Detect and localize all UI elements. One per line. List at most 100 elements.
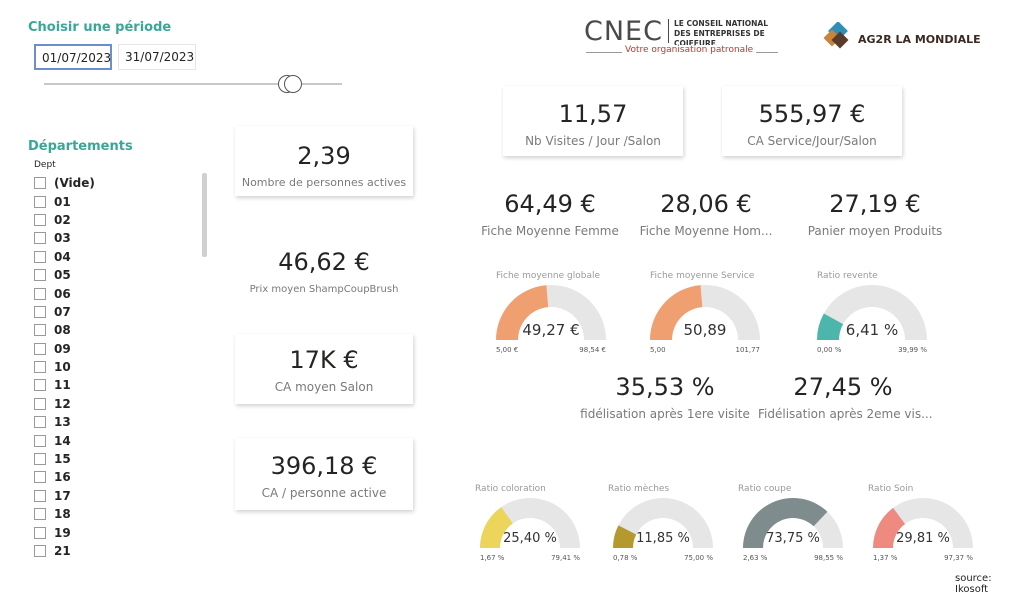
period-slider-handle-end[interactable]: [284, 75, 303, 93]
cnec-logo: CNEC LE CONSEIL NATIONAL DES ENTREPRISES…: [584, 16, 784, 60]
kpi-value: 64,49 €: [504, 190, 596, 218]
kpi-card-active-persons: 2,39 Nombre de personnes actives: [235, 126, 413, 196]
checkbox[interactable]: [34, 471, 46, 484]
dept-item[interactable]: 10: [34, 358, 95, 376]
period-title: Choisir une période: [28, 20, 172, 35]
gauge-track: [613, 498, 713, 548]
checkbox[interactable]: [34, 545, 46, 557]
dept-label: 06: [54, 286, 71, 301]
dept-item[interactable]: (Vide): [34, 174, 95, 192]
dept-item[interactable]: 09: [34, 340, 95, 358]
checkbox[interactable]: [34, 250, 46, 263]
checkbox[interactable]: [34, 305, 46, 318]
checkbox[interactable]: [34, 324, 46, 337]
checkbox[interactable]: [34, 195, 46, 208]
dept-item[interactable]: 15: [34, 450, 95, 468]
gauge-value: 25,40 %: [503, 531, 557, 546]
checkbox[interactable]: [34, 508, 46, 521]
checkbox[interactable]: [34, 489, 46, 502]
gauge-title: Ratio revente: [817, 271, 878, 281]
gauge-min: 5,00 €: [496, 346, 519, 354]
dept-item[interactable]: 06: [34, 284, 95, 302]
gauge-max: 39,99 %: [898, 346, 927, 354]
kpi-fiche-femme: 64,49 € Fiche Moyenne Femme: [480, 190, 620, 238]
gauge-svg: [873, 498, 973, 548]
kpi-label: Nombre de personnes actives: [241, 176, 407, 189]
checkbox[interactable]: [34, 342, 46, 355]
gauge-value: 50,89: [683, 321, 727, 339]
kpi-fidelisation-2: 27,45 % Fidélisation après 2eme vis...: [758, 373, 933, 421]
checkbox[interactable]: [34, 287, 46, 300]
checkbox[interactable]: [34, 416, 46, 429]
dept-scrollbar[interactable]: [202, 173, 207, 257]
dept-item[interactable]: 01: [34, 192, 95, 210]
dept-item[interactable]: 04: [34, 248, 95, 266]
end-date-input[interactable]: 31/07/2023: [118, 44, 196, 70]
gauge-track: [873, 498, 973, 548]
gauge-min: 5,00: [650, 346, 666, 354]
gauge-value: 11,85 %: [636, 531, 690, 546]
dept-item[interactable]: 12: [34, 395, 95, 413]
checkbox[interactable]: [34, 434, 46, 447]
dept-column-label: Dept: [34, 160, 56, 170]
checkbox[interactable]: [34, 526, 46, 539]
dept-item[interactable]: 17: [34, 487, 95, 505]
gauge-fill: [817, 313, 844, 340]
gauge-value: 49,27 €: [522, 321, 580, 339]
checkbox[interactable]: [34, 361, 46, 374]
checkbox[interactable]: [34, 232, 46, 245]
gauge: Ratio mèches 11,85 % 0,78 % 75,00 %: [608, 484, 716, 574]
dept-item[interactable]: 14: [34, 431, 95, 449]
cnec-logo-line2: DES ENTREPRISES DE COIFFURE: [674, 29, 765, 48]
dept-label: 18: [54, 507, 71, 522]
gauge-value: 6,41 %: [845, 321, 899, 339]
dept-label: 08: [54, 323, 71, 338]
checkbox[interactable]: [34, 177, 46, 190]
dept-item[interactable]: 02: [34, 211, 95, 229]
kpi-label: CA Service/Jour/Salon: [747, 134, 877, 148]
kpi-value: 555,97 €: [758, 100, 866, 128]
dept-item[interactable]: 11: [34, 376, 95, 394]
dept-label: 21: [54, 544, 71, 558]
kpi-price-shampcoupbrush: 46,62 € Prix moyen ShampCoupBrush: [235, 248, 413, 295]
gauge-fill: [650, 285, 703, 340]
kpi-label: CA / personne active: [261, 486, 387, 500]
dept-item[interactable]: 13: [34, 413, 95, 431]
dept-item[interactable]: 05: [34, 266, 95, 284]
gauge-min: 2,63 %: [743, 554, 768, 562]
dept-item[interactable]: 03: [34, 229, 95, 247]
gauge-svg: [613, 498, 713, 548]
kpi-label: Fiche Moyenne Femme: [481, 224, 619, 238]
checkbox[interactable]: [34, 397, 46, 410]
dept-label: 11: [54, 378, 71, 393]
gauge-fill: [613, 525, 637, 548]
gauge-value: 29,81 %: [896, 531, 950, 546]
dept-item[interactable]: 08: [34, 321, 95, 339]
gauge: Fiche moyenne Service 50,89 5,00 101,77: [648, 271, 762, 366]
dept-item[interactable]: 18: [34, 505, 95, 523]
dept-label: 01: [54, 194, 71, 209]
dept-item[interactable]: 19: [34, 523, 95, 541]
gauge-min: 1,67 %: [480, 554, 505, 562]
ag2r-logo-icon: [823, 21, 854, 50]
checkbox[interactable]: [34, 379, 46, 392]
gauge-min: 0,78 %: [613, 554, 638, 562]
gauge: Ratio revente 6,41 % 0,00 % 39,99 %: [815, 271, 929, 366]
period-slider-track[interactable]: [44, 83, 342, 85]
dept-item[interactable]: 07: [34, 303, 95, 321]
dept-label: (Vide): [54, 176, 95, 191]
checkbox[interactable]: [34, 213, 46, 226]
gauge-title: Fiche moyenne Service: [650, 271, 755, 281]
gauge-max: 98,55 %: [814, 554, 843, 562]
gauge-svg: [743, 498, 843, 548]
cnec-logo-line1: LE CONSEIL NATIONAL: [674, 19, 769, 28]
checkbox[interactable]: [34, 453, 46, 466]
start-date-input[interactable]: 01/07/2023: [34, 44, 112, 70]
gauge-title: Fiche moyenne globale: [496, 271, 601, 281]
gauge-title: Ratio coloration: [475, 484, 546, 494]
gauge-min: 0,00 %: [817, 346, 842, 354]
checkbox[interactable]: [34, 269, 46, 282]
gauge-svg: [496, 285, 606, 340]
dept-item[interactable]: 16: [34, 468, 95, 486]
dept-item[interactable]: 21: [34, 542, 95, 560]
